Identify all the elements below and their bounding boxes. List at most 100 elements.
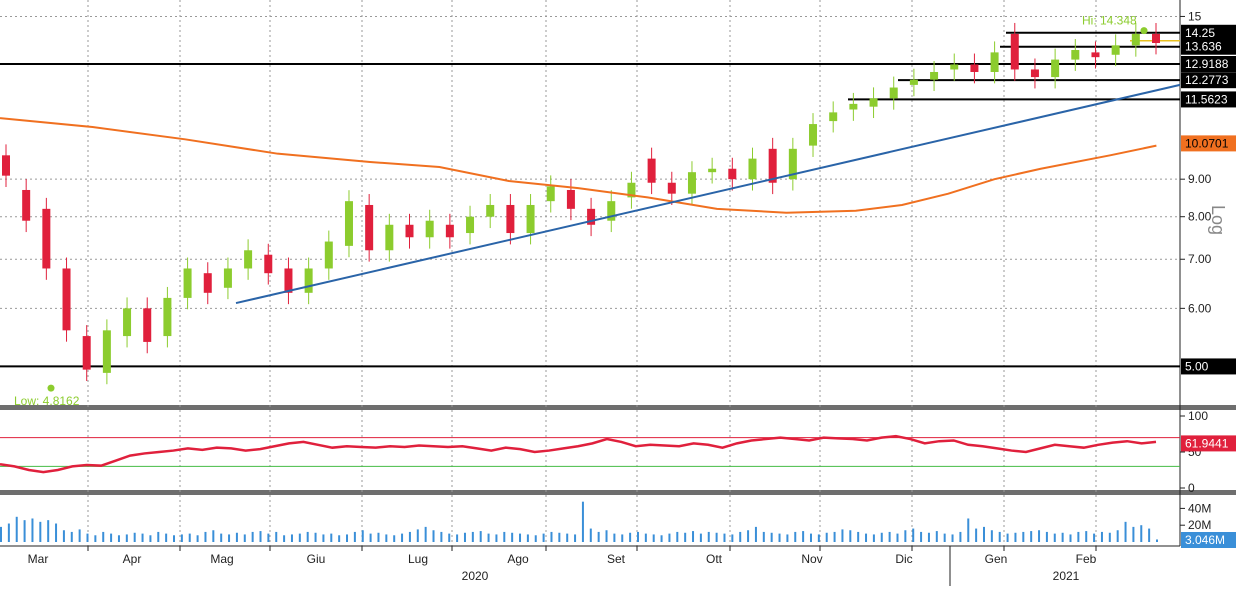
candle-body [1010,33,1019,70]
candle-body [708,168,717,173]
volume-bar [463,532,466,542]
volume-bar [621,534,624,542]
volume-bar [581,501,584,542]
volume-bar [487,533,490,542]
volume-bar [534,535,537,542]
candle-body [849,103,858,110]
volume-bar [448,533,451,542]
volume-bar [660,535,663,542]
candle-body [687,172,696,194]
volume-bar [731,534,734,542]
volume-bar [723,533,726,542]
volume-bar [204,531,207,542]
candle-body [324,241,333,269]
volume-bar [943,533,946,542]
volume-bar [31,518,34,542]
x-month-label: Feb [1076,552,1097,566]
volume-bar [0,526,2,542]
panel-divider-1 [0,405,1236,410]
volume-bar [959,531,962,542]
volume-bar [23,520,26,542]
volume-bar [715,532,718,542]
candle-body [950,64,959,70]
candle-body [788,148,797,180]
volume-bar [1077,531,1080,542]
volume-bar [542,533,545,542]
candle-body [244,250,253,269]
candle-body [2,155,10,176]
price-tick-label: 15 [1188,9,1202,23]
candle-body [1131,33,1140,46]
volume-bar [1093,533,1096,542]
volume-bar [47,520,50,542]
volume-bar [70,531,73,542]
volume-bar [629,532,632,542]
volume-bar [322,534,325,542]
volume-bar [495,534,498,542]
candle-body [809,124,818,146]
volume-bar [1100,531,1103,542]
volume-bar [15,516,18,542]
volume-bar [62,530,65,542]
volume-bar [511,532,514,542]
candle-body [344,201,353,246]
volume-bar [377,532,380,542]
ma-badge [1181,135,1236,152]
level-badge [1181,38,1236,55]
volume-bar [275,531,278,542]
volume-bar [707,531,710,542]
candle-body [1091,52,1100,58]
rsi-line [0,434,1157,474]
volume-bar [456,534,459,542]
volume-bar [896,533,899,542]
x-month-label: Mar [28,552,49,566]
volume-bar [338,535,341,542]
volume-bar [1124,521,1127,542]
volume-bar [613,533,616,542]
volume-bar [865,533,868,542]
candle-body [566,189,575,209]
volume-bar [306,531,309,542]
high-annotation: Hi: 14.348 [1082,14,1137,28]
candle-body [627,182,636,198]
volume-bar [904,530,907,542]
volume-bar [597,531,600,542]
volume-bar [920,531,923,542]
candle-body [1111,45,1120,55]
volume-bar [440,531,443,542]
volume-bar [39,521,42,542]
volume-bar [408,531,411,542]
candle-body [506,204,515,234]
volume-bar [188,533,191,542]
volume-bar [125,534,128,542]
volume-bar [283,535,286,542]
candle-body [667,182,676,194]
level-badge-label: 5.00 [1185,359,1209,373]
level-badge-label: 13.636 [1185,40,1222,54]
candle-body [930,71,939,80]
moving-average-line [0,117,1157,214]
volume-bar [1006,533,1009,542]
x-month-label: Gen [985,552,1008,566]
volume-bar [519,533,522,542]
volume-badge-label: 3.046M [1185,533,1225,547]
trendline [235,83,1181,305]
candle-body [1051,59,1060,78]
price-tick-label: 8.00 [1188,210,1212,224]
volume-bar [298,533,301,542]
volume-bar [825,532,828,542]
candle-body [405,224,414,238]
candle-body [42,208,51,269]
candle-body [829,112,838,122]
candle-body [284,268,293,293]
candle-body [1030,69,1039,78]
volume-bar [314,532,317,542]
volume-bar [558,532,561,542]
level-badge-label: 11.5623 [1185,92,1228,106]
candle-body [546,186,555,202]
volume-bar [1108,532,1111,542]
rsi-badge [1181,435,1236,452]
level-badge-label: 12.2773 [1185,73,1229,87]
candle-body [163,297,172,337]
volume-bar [110,533,113,542]
